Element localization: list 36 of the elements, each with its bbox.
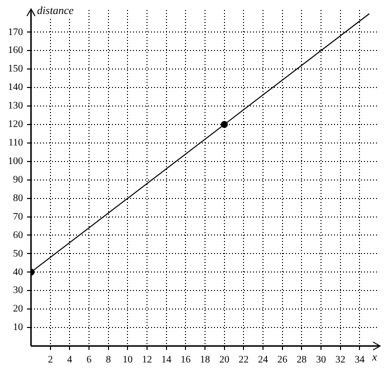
x-tick-label: 8	[106, 354, 111, 366]
x-tick-label: 18	[200, 354, 210, 366]
x-tick-label: 34	[354, 354, 365, 366]
x-tick-label: 14	[161, 354, 172, 366]
x-tick-label: 30	[316, 354, 326, 366]
y-tick-label: 100	[8, 156, 23, 168]
y-tick-label: 60	[13, 230, 23, 241]
y-tick-label: 110	[8, 138, 23, 149]
x-tick-label: 2	[48, 354, 53, 366]
x-tick-label: 22	[238, 354, 249, 366]
y-tick-label: 130	[8, 100, 23, 112]
y-tick-label: 40	[13, 266, 23, 278]
x-tick-label: 28	[296, 354, 307, 366]
x-tick-label: 20	[219, 354, 230, 366]
y-tick-label: 30	[13, 285, 23, 296]
x-tick-label: 4	[67, 354, 72, 366]
y-axis-title: distance	[37, 4, 74, 17]
y-tick-label: 50	[13, 248, 23, 260]
x-tick-label: 12	[142, 354, 152, 366]
y-tick-label: 80	[13, 192, 23, 204]
y-tick-label: 170	[8, 26, 23, 38]
y-tick-label: 70	[13, 211, 23, 222]
y-tick-label: 20	[13, 304, 23, 315]
x-tick-label: 10	[122, 354, 133, 366]
y-tick-label: 140	[8, 82, 23, 94]
y-tick-label: 150	[8, 64, 23, 75]
y-tick-label: 160	[8, 45, 23, 56]
y-tick-label: 120	[8, 119, 23, 130]
x-tick-label: 24	[258, 354, 268, 366]
y-tick-label: 10	[13, 322, 23, 334]
x-tick-label: 6	[86, 354, 92, 366]
x-axis-title: x	[371, 351, 378, 364]
x-tick-label: 16	[180, 354, 191, 366]
x-tick-label: 32	[335, 354, 346, 366]
x-tick-label: 26	[277, 354, 288, 366]
y-tick-label: 90	[13, 174, 23, 186]
